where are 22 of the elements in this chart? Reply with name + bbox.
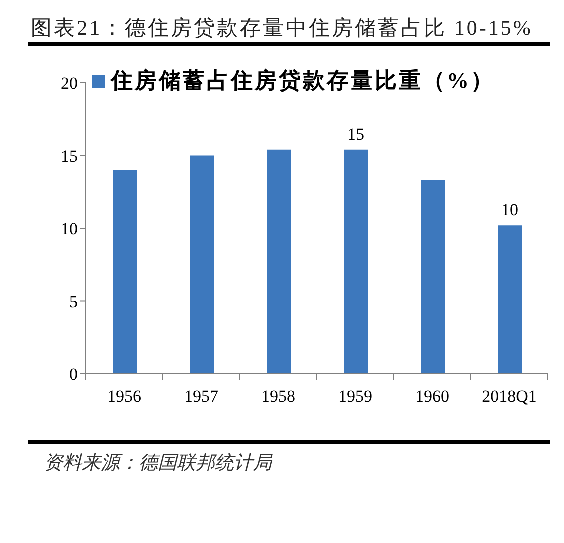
chart-title: 图表21：德住房贷款存量中住房储蓄占比 10-15%	[31, 16, 533, 40]
x-tick-label: 1960	[416, 387, 450, 406]
x-tick-label: 1958	[262, 387, 296, 406]
x-tick-label: 1957	[184, 387, 219, 406]
x-tick-label: 2018Q1	[482, 387, 537, 406]
y-tick-label: 20	[61, 74, 78, 94]
legend-label: 住房储蓄占住房贷款存量比重（%）	[111, 67, 495, 95]
y-tick-label: 15	[61, 146, 78, 166]
bar	[498, 226, 522, 374]
y-tick-label: 0	[70, 365, 78, 384]
bar	[421, 180, 445, 374]
bar	[267, 150, 291, 374]
data-label: 10	[502, 200, 518, 220]
x-tick-label: 1959	[338, 387, 372, 406]
bar	[113, 170, 137, 374]
bar	[344, 150, 368, 374]
y-tick-label: 10	[61, 220, 78, 239]
text: 资料来源：德国联邦统计局	[44, 453, 272, 474]
bar	[190, 156, 214, 374]
y-tick-label: 5	[70, 292, 78, 312]
x-tick-label: 1956	[108, 387, 142, 406]
data-label: 15	[348, 124, 364, 144]
